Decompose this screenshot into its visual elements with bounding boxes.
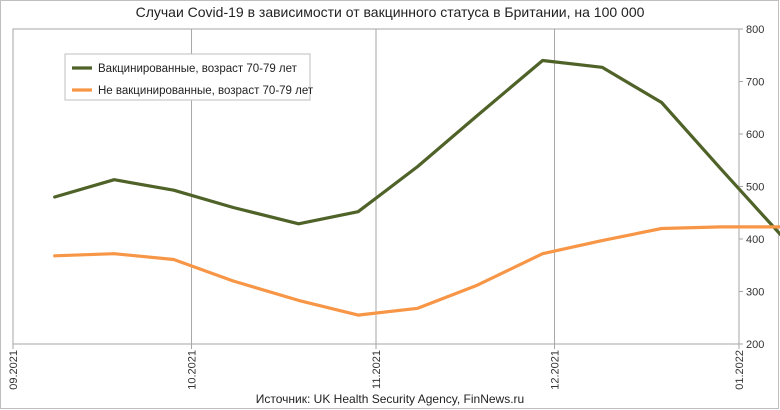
y-tick-label: 600 [746, 129, 764, 141]
y-tick-label: 700 [746, 77, 764, 89]
series-line-2 [53, 225, 780, 317]
x-tick-label: 09.2021 [8, 350, 20, 390]
y-tick-label: 300 [746, 287, 764, 299]
legend-label-2: Не вакцинированные, возраст 70-79 лет [98, 85, 314, 97]
legend-label-1: Вакцинированные, возраст 70-79 лет [98, 63, 298, 75]
y-tick-label: 500 [746, 182, 764, 194]
chart-source: Источник: UK Health Security Agency, Fin… [255, 392, 525, 406]
chart-title: Случаи Covid-19 в зависимости от вакцинн… [135, 4, 645, 20]
x-tick-label: 11.2021 [371, 350, 383, 389]
x-tick-label: 10.2021 [187, 350, 199, 390]
x-tick-label: 01.2022 [734, 350, 746, 390]
y-tick-label: 400 [746, 234, 764, 246]
x-tick-label: 12.2021 [550, 350, 562, 390]
y-tick-label: 200 [746, 339, 764, 351]
series-line-1 [53, 58, 780, 237]
y-tick-label: 800 [746, 24, 764, 36]
legend-box [64, 53, 311, 101]
